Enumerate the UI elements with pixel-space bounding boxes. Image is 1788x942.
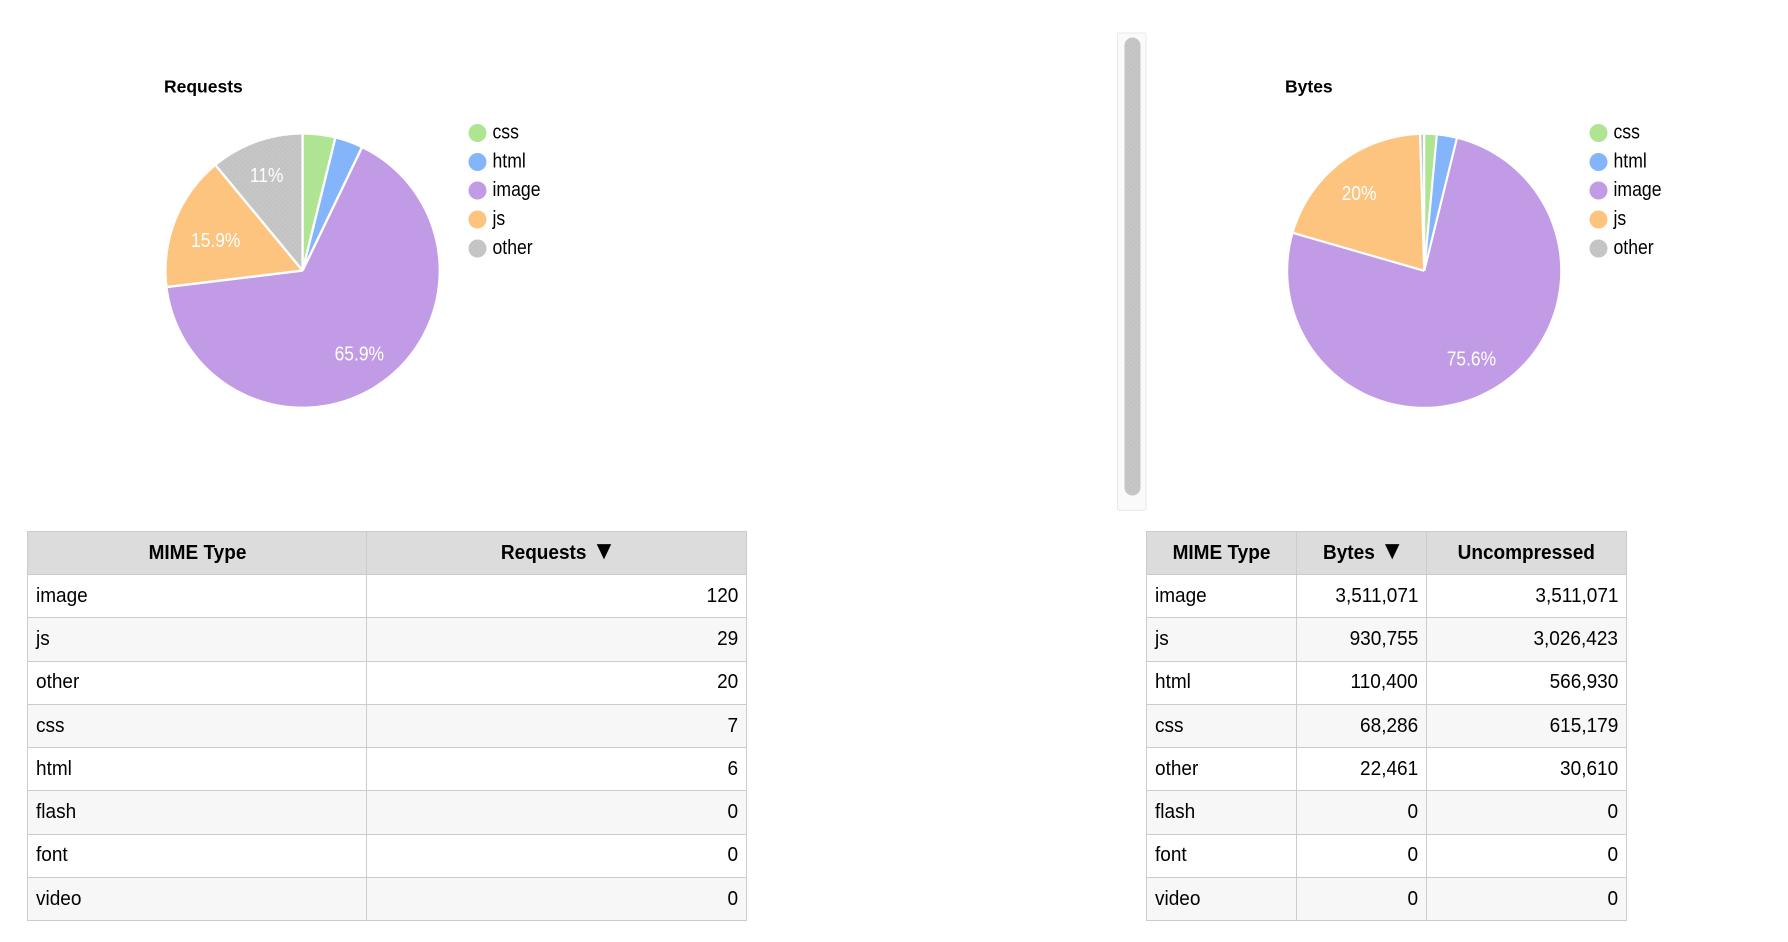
svg-text:15.9%: 15.9% xyxy=(191,230,240,253)
svg-text:image: image xyxy=(493,179,541,202)
svg-text:image: image xyxy=(1614,179,1662,202)
svg-text:html: html xyxy=(1614,150,1647,173)
svg-text:js: js xyxy=(492,208,506,231)
svg-text:20%: 20% xyxy=(1342,183,1377,206)
svg-text:other: other xyxy=(1614,237,1655,260)
svg-text:html: html xyxy=(493,150,526,173)
svg-text:js: js xyxy=(1613,208,1627,231)
svg-text:other: other xyxy=(493,237,534,260)
svg-text:11%: 11% xyxy=(250,165,284,188)
svg-text:Requests: Requests xyxy=(164,77,243,97)
svg-text:65.9%: 65.9% xyxy=(335,343,384,366)
svg-text:Bytes: Bytes xyxy=(1285,77,1333,97)
svg-text:css: css xyxy=(493,121,519,144)
svg-text:css: css xyxy=(1614,121,1640,144)
svg-text:75.6%: 75.6% xyxy=(1447,348,1496,371)
